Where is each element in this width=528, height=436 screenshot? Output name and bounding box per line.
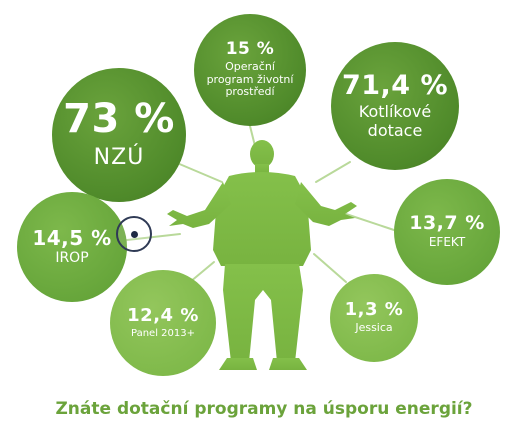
panel-label: Panel 2013+: [131, 327, 195, 339]
bubble-kotlikove-dotace: 71,4 % Kotlíkové dotace: [331, 42, 459, 170]
op-label-line: prostředí: [225, 85, 275, 99]
connector-jes: [313, 253, 347, 283]
kot-label-line: dotace: [367, 120, 423, 140]
bubble-panel-2013: 12,4 % Panel 2013+: [110, 270, 216, 376]
panel-percent: 12,4 %: [127, 304, 199, 326]
kot-label-line: Kotlíkové: [358, 102, 432, 122]
irop-percent: 14,5 %: [32, 225, 112, 250]
kot-percent: 71,4 %: [341, 70, 449, 102]
op-percent: 15 %: [225, 39, 275, 60]
cursor-dot-icon: [131, 231, 138, 238]
bubble-nzu: 73 % NZÚ: [52, 68, 186, 202]
bubble-irop: 14,5 % IROP: [17, 192, 127, 302]
op-label-line: program životní: [206, 72, 294, 86]
person-silhouette-icon: [167, 140, 357, 370]
connector-panel: [189, 261, 215, 283]
irop-label: IROP: [55, 249, 89, 266]
connector-kot: [315, 161, 351, 183]
nzu-percent: 73 %: [63, 96, 175, 143]
kot-label: Kotlíkové dotace: [358, 102, 432, 140]
jes-label: Jessica: [355, 321, 393, 335]
op-label: Operační program životní prostředí: [206, 60, 294, 99]
jes-percent: 1,3 %: [344, 299, 404, 321]
bubble-efekt: 13,7 % EFEKT: [394, 179, 500, 285]
nzu-label: NZÚ: [93, 145, 145, 171]
bubble-jessica: 1,3 % Jessica: [330, 274, 418, 362]
efekt-label: EFEKT: [428, 235, 466, 250]
connector-efekt: [345, 213, 395, 231]
bubble-operacni-program: 15 % Operační program životní prostředí: [194, 14, 306, 126]
op-label-line: Operační: [225, 60, 275, 74]
cursor-indicator: [116, 216, 152, 252]
efekt-percent: 13,7 %: [409, 212, 485, 235]
headline: Znáte dotační programy na úsporu energií…: [55, 399, 473, 419]
